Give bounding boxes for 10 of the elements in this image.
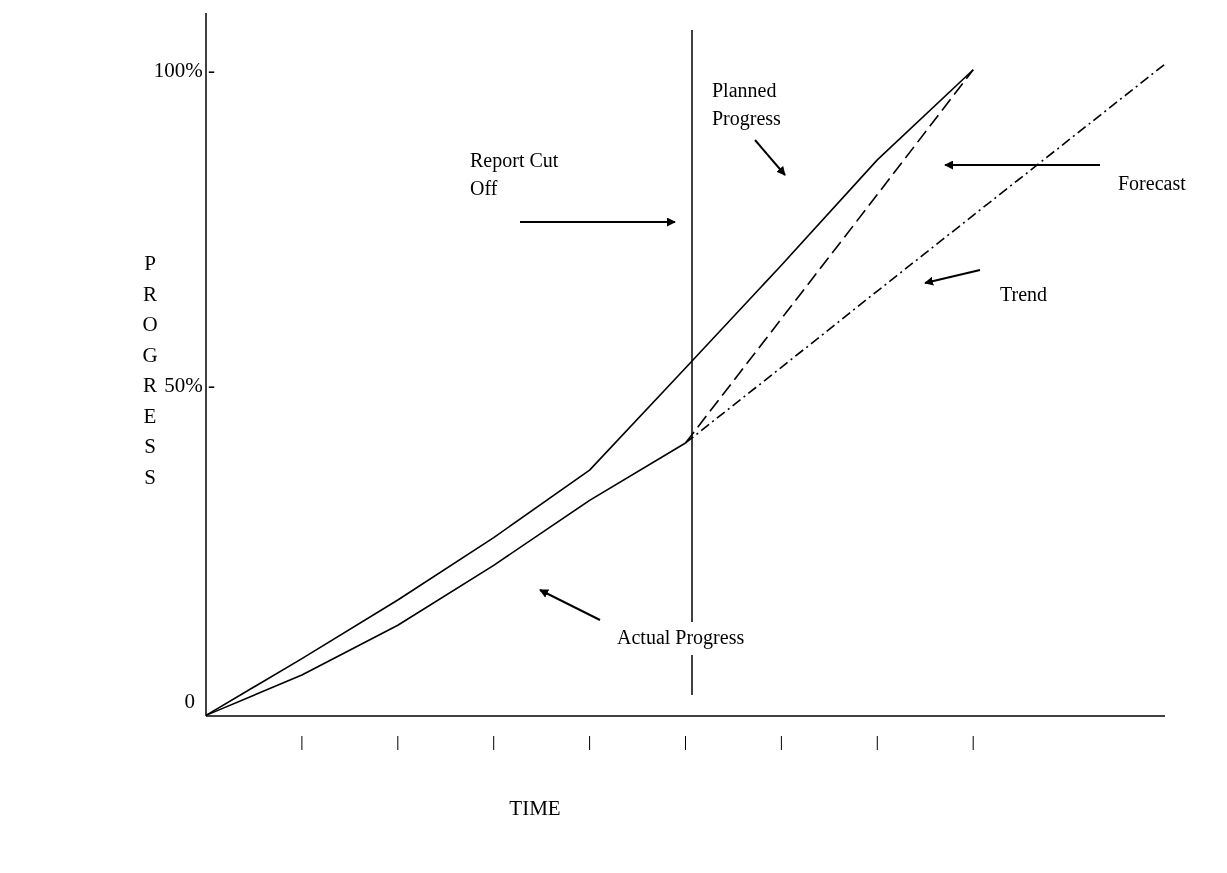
y-tick-label: 0 [184,688,195,713]
y-axis-title: PROGRESS [142,251,158,489]
annotation: Forecast [1118,172,1187,194]
annotation: Trend [1000,283,1048,305]
y-tick-label: 50% - [164,373,215,398]
annotation: Report Cut Off [470,149,559,199]
x-axis-title: TIME [509,796,561,820]
annotation: Planned Progress [712,79,782,130]
annotation: Actual Progress [617,626,745,649]
y-tick-label: 100% - [153,58,215,83]
